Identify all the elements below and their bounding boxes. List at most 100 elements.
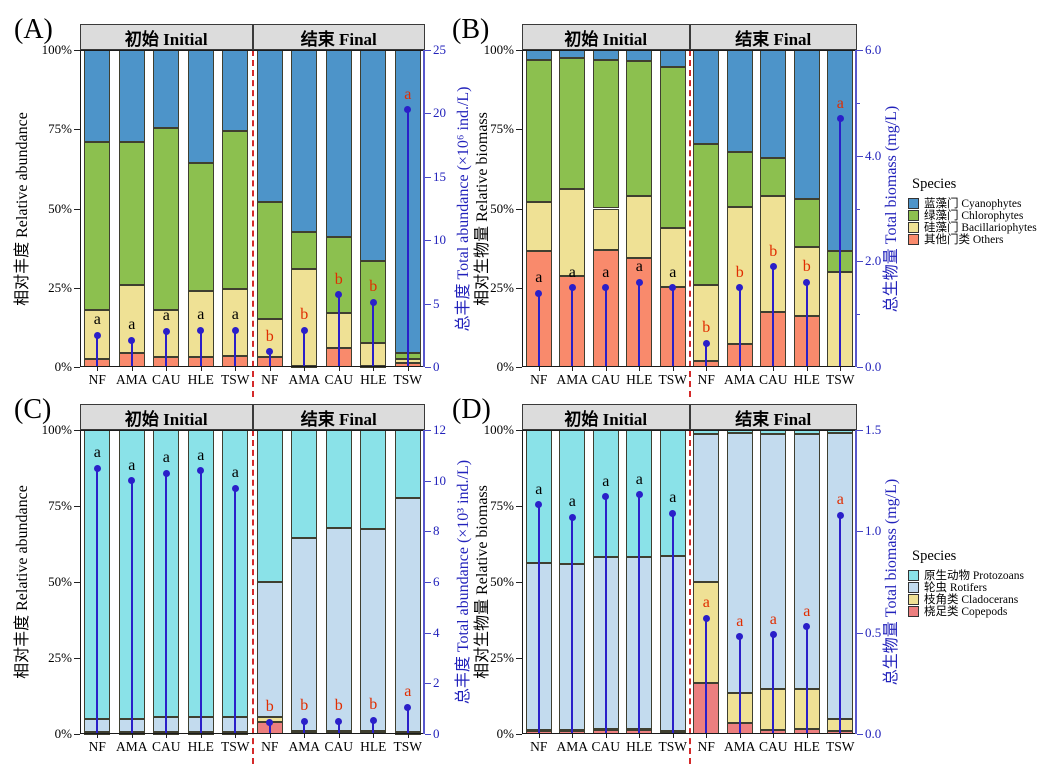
lollipop-stem <box>337 721 340 734</box>
bar-segment <box>659 67 686 228</box>
x-tick-mark <box>773 367 775 371</box>
left-tick-mark <box>74 50 80 51</box>
sig-letter: a <box>93 311 101 329</box>
lollipop-point <box>231 326 239 334</box>
sig-letter: b <box>369 696 378 714</box>
y-tick-label-right: 15 <box>433 168 446 184</box>
left-axis-title: 相对丰度 Relative abundance <box>14 111 31 306</box>
bar-segment <box>559 189 586 276</box>
y-tick-label-left: 100% <box>483 422 514 437</box>
lollipop-stem <box>406 109 409 367</box>
x-tick-label: AMA <box>288 739 321 754</box>
x-tick-label: AMA <box>288 372 321 387</box>
legend-label: 枝角类 Cladocerans <box>924 594 1019 606</box>
sig-letter: b <box>802 258 811 276</box>
right-tick-mark <box>857 430 863 431</box>
x-tick-mark <box>672 734 674 738</box>
y-tick-label-right: 12 <box>433 422 446 437</box>
y-tick-label-left: 50% <box>490 200 514 216</box>
lollipop-point <box>93 331 101 339</box>
lollipop-stem <box>268 351 271 367</box>
x-tick-mark <box>572 367 574 371</box>
lollipop-stem <box>303 330 306 367</box>
facet-divider <box>251 50 254 397</box>
x-tick-label: TSW <box>658 739 688 754</box>
bar-segment <box>187 50 214 163</box>
right-tick-mark <box>857 155 863 157</box>
facet-header: 初始 Initial <box>80 404 253 430</box>
lollipop-stem <box>268 722 271 734</box>
lollipop-stem <box>604 496 607 734</box>
y-tick-label-left: 100% <box>41 422 72 437</box>
legend-title: Species <box>912 548 957 564</box>
legend-swatch <box>908 197 919 209</box>
y-tick-label-right: 5 <box>433 295 440 311</box>
y-tick-label-right: 10 <box>433 472 446 488</box>
bar-segment <box>325 50 352 238</box>
left-tick-mark <box>516 506 522 507</box>
lollipop-stem <box>604 287 607 367</box>
legend-label: 蓝藻门 Cyanophytes <box>924 198 1022 210</box>
y-tick-label-left: 0% <box>496 359 514 374</box>
lollipop-point <box>128 336 136 344</box>
sig-letter: a <box>702 594 710 612</box>
legend-label: 其他门类 Others <box>924 234 1004 246</box>
legend-label: 绿藻门 Chlorophytes <box>924 210 1024 222</box>
right-tick-mark <box>857 50 863 51</box>
x-tick-label: CAU <box>151 372 181 387</box>
lollipop-point <box>769 263 777 271</box>
sig-letter: a <box>162 307 170 325</box>
right-tick-mark <box>425 240 431 242</box>
right-minor-tick-mark <box>857 208 860 210</box>
lollipop-point <box>702 614 710 622</box>
y-tick-label-right: 0 <box>433 726 440 741</box>
lollipop-point <box>369 298 377 306</box>
y-tick-label-right: 8 <box>433 523 440 539</box>
bar-segment <box>592 59 619 209</box>
lollipop-point <box>702 339 710 347</box>
x-tick-mark <box>672 367 674 371</box>
left-tick-mark <box>74 430 80 431</box>
lollipop-point <box>300 326 308 334</box>
bar-segment <box>360 430 387 530</box>
x-tick-mark <box>572 734 574 738</box>
lollipop-point <box>404 106 412 114</box>
lollipop-stem <box>571 517 574 734</box>
legend-row: 蓝藻门 Cyanophytes <box>908 197 1054 210</box>
sig-letter: a <box>162 449 170 467</box>
lollipop-point <box>300 717 308 725</box>
right-minor-tick-mark <box>857 102 860 104</box>
x-tick-label: CAU <box>151 739 181 754</box>
sig-letter: a <box>231 464 239 482</box>
legend-zooplankton: Species 原生动物 Protozoans 轮虫 Rotifers 枝角类 Cl… <box>908 548 1054 618</box>
legend-title: Species <box>912 176 957 192</box>
bar-segment <box>525 202 552 251</box>
lollipop-point <box>803 623 811 631</box>
x-tick-label: NF <box>261 739 279 754</box>
x-tick-mark <box>373 734 375 738</box>
y-tick-label-right: 6 <box>433 574 440 589</box>
left-tick-mark <box>74 287 80 289</box>
sig-letter: a <box>669 489 677 507</box>
right-axis-spine <box>855 50 857 367</box>
x-tick-mark <box>131 734 133 738</box>
left-tick-mark <box>516 582 522 583</box>
lollipop-stem <box>537 293 540 367</box>
legend-swatch <box>908 221 919 233</box>
right-tick-mark <box>425 480 431 482</box>
x-tick-label: NF <box>88 739 106 754</box>
bar-segment <box>118 141 145 285</box>
bar-segment <box>256 202 283 320</box>
x-tick-mark <box>373 367 375 371</box>
lollipop-point <box>769 631 777 639</box>
legend-phytoplankton: Species 蓝藻门 Cyanophytes 绿藻门 Chlorophytes 硅… <box>908 176 1054 246</box>
x-tick-mark <box>806 367 808 371</box>
lollipop-point <box>162 469 170 477</box>
right-axis-spine <box>855 430 857 734</box>
sig-letter: a <box>602 263 610 281</box>
lollipop-stem <box>130 480 133 734</box>
right-tick-mark <box>425 176 431 178</box>
right-tick-mark <box>425 113 431 115</box>
panel-label-D: (D) <box>452 394 491 425</box>
x-tick-label: AMA <box>115 739 148 754</box>
